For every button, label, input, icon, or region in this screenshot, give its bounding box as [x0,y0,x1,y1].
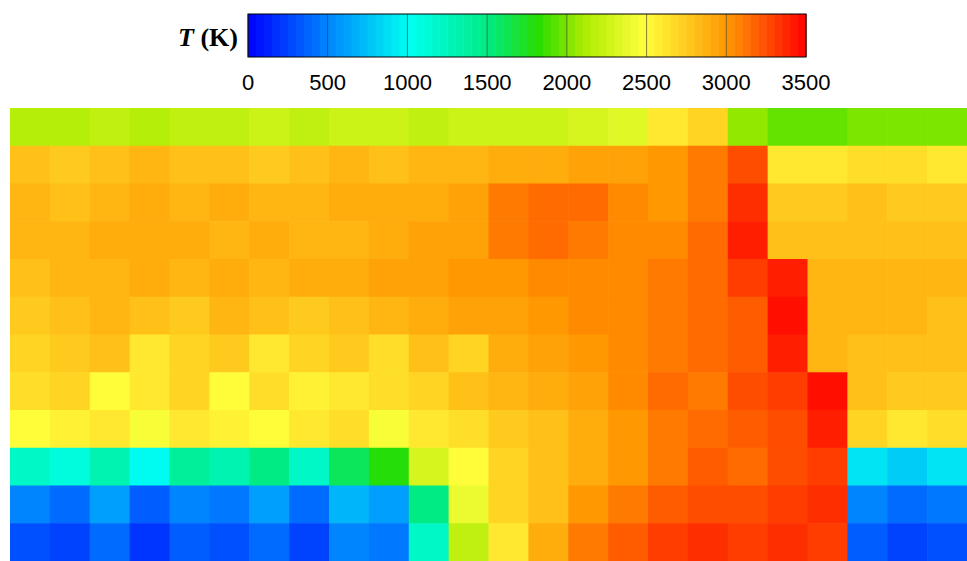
svg-text:1000: 1000 [383,70,432,95]
svg-text:500: 500 [309,70,346,95]
svg-text:3000: 3000 [702,70,751,95]
svg-text:3500: 3500 [782,70,831,95]
svg-text:0: 0 [242,70,254,95]
svg-text:T (K): T (K) [178,23,238,52]
svg-text:1500: 1500 [463,70,512,95]
svg-text:2000: 2000 [542,70,591,95]
svg-text:2500: 2500 [622,70,671,95]
